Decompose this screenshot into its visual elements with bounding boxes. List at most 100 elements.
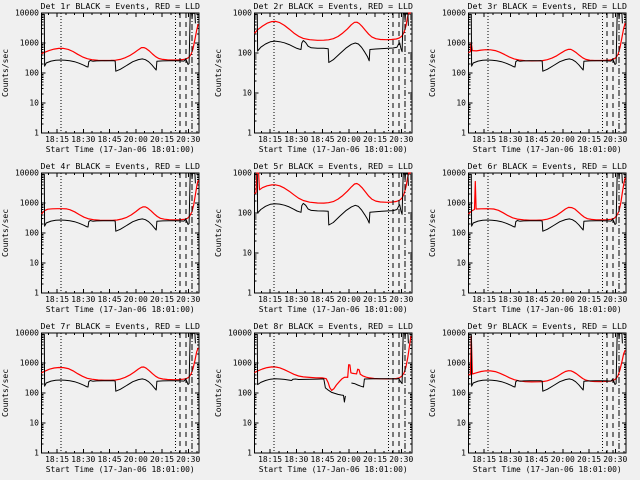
x-tick-label: 20:30 <box>390 455 414 464</box>
panel-det-4r: Det 4r BLACK = Events, RED = LLD 18:15 18:… <box>0 160 213 320</box>
x-tick-label: 20:15 <box>577 135 601 144</box>
x-tick-label: 20:00 <box>337 135 361 144</box>
events-series <box>41 332 196 392</box>
panel-title: Det 9r BLACK = Events, RED = LLD <box>467 321 627 331</box>
x-tick-label: 20:00 <box>124 295 148 304</box>
x-tick-label: 20:30 <box>176 135 200 144</box>
y-tick-label: 1 <box>461 288 466 297</box>
y-tick-label: 100 <box>238 209 253 218</box>
y-tick-label: 10000 <box>442 9 466 18</box>
lld-series <box>41 347 199 381</box>
x-tick-label: 18:30 <box>285 135 309 144</box>
x-tick-label: 20:15 <box>150 135 174 144</box>
panel-title: Det 6r BLACK = Events, RED = LLD <box>467 161 627 171</box>
panel-det-7r: Det 7r BLACK = Events, RED = LLD 18:15 18:… <box>0 320 213 480</box>
y-tick-label: 1 <box>248 128 253 137</box>
x-tick-label: 20:00 <box>550 455 574 464</box>
x-tick-label: 20:15 <box>150 295 174 304</box>
y-tick-label: 10 <box>456 98 466 107</box>
y-axis-label: Counts/sec <box>214 209 223 257</box>
y-tick-label: 1 <box>248 448 253 457</box>
x-tick-label: 18:45 <box>524 455 548 464</box>
panel-title: Det 7r BLACK = Events, RED = LLD <box>40 321 200 331</box>
x-tick-label: 18:45 <box>98 135 122 144</box>
x-tick-label: 18:15 <box>45 455 69 464</box>
lld-series <box>254 12 412 41</box>
x-tick-label: 20:30 <box>176 295 200 304</box>
x-tick-label: 18:15 <box>258 455 282 464</box>
x-tick-label: 18:15 <box>472 295 496 304</box>
y-tick-label: 10 <box>29 98 39 107</box>
y-tick-label: 10000 <box>15 9 39 18</box>
x-tick-label: 18:15 <box>258 295 282 304</box>
y-tick-label: 10 <box>29 258 39 267</box>
y-tick-label: 10 <box>243 418 253 427</box>
x-tick-label: 18:30 <box>285 295 309 304</box>
x-tick-label: 18:30 <box>71 295 95 304</box>
y-tick-label: 10 <box>456 418 466 427</box>
events-series <box>254 173 410 226</box>
y-axis-label: Counts/sec <box>214 49 223 97</box>
x-tick-label: 20:30 <box>390 295 414 304</box>
plot-det-5r: Det 5r BLACK = Events, RED = LLD 18:15 18:… <box>214 161 414 314</box>
y-tick-label: 1000 <box>20 199 39 208</box>
x-axis-label: Start Time (17-Jan-06 18:01:00) <box>472 465 621 474</box>
y-tick-label: 1000 <box>20 359 39 368</box>
lld-series <box>41 179 199 221</box>
x-tick-label: 18:15 <box>472 135 496 144</box>
x-tick-label: 18:45 <box>524 135 548 144</box>
x-tick-label: 20:30 <box>603 135 627 144</box>
lld-series <box>467 335 626 383</box>
y-tick-label: 10 <box>243 88 253 97</box>
panel-det-8r: Det 8r BLACK = Events, RED = LLD 18:15 18:… <box>213 320 426 480</box>
events-series <box>41 172 196 232</box>
events-series <box>468 172 623 232</box>
x-tick-label: 18:45 <box>98 455 122 464</box>
y-tick-label: 1 <box>34 448 39 457</box>
x-tick-label: 18:30 <box>71 455 95 464</box>
y-tick-label: 1000 <box>20 39 39 48</box>
y-tick-label: 1000 <box>446 39 465 48</box>
panel-title: Det 8r BLACK = Events, RED = LLD <box>254 321 414 331</box>
panel-det-3r: Det 3r BLACK = Events, RED = LLD 18:15 18:… <box>427 0 640 160</box>
y-tick-label: 100 <box>451 389 466 398</box>
x-tick-label: 20:30 <box>603 295 627 304</box>
y-tick-label: 10 <box>29 418 39 427</box>
x-axis-label: Start Time (17-Jan-06 18:01:00) <box>472 305 621 314</box>
x-tick-label: 18:15 <box>45 135 69 144</box>
panel-title: Det 2r BLACK = Events, RED = LLD <box>254 1 414 11</box>
x-tick-label: 18:30 <box>71 135 95 144</box>
y-tick-label: 100 <box>451 229 466 238</box>
y-tick-label: 100 <box>238 389 253 398</box>
plot-det-2r: Det 2r BLACK = Events, RED = LLD 18:15 18:… <box>214 1 414 154</box>
x-tick-label: 18:30 <box>498 455 522 464</box>
lld-series <box>467 22 626 62</box>
x-tick-label: 20:30 <box>176 455 200 464</box>
lld-series <box>467 177 626 221</box>
x-tick-label: 18:15 <box>472 455 496 464</box>
y-tick-label: 1 <box>461 128 466 137</box>
x-tick-label: 20:00 <box>550 135 574 144</box>
y-tick-label: 1 <box>248 288 253 297</box>
x-tick-label: 18:15 <box>45 295 69 304</box>
x-tick-label: 20:15 <box>577 455 601 464</box>
y-tick-label: 100 <box>238 49 253 58</box>
x-tick-label: 18:15 <box>258 135 282 144</box>
x-axis-label: Start Time (17-Jan-06 18:01:00) <box>259 305 408 314</box>
y-tick-label: 10000 <box>15 169 39 178</box>
y-tick-label: 10000 <box>442 169 466 178</box>
y-axis-label: Counts/sec <box>1 49 10 97</box>
panel-title: Det 5r BLACK = Events, RED = LLD <box>254 161 414 171</box>
panel-title: Det 4r BLACK = Events, RED = LLD <box>40 161 200 171</box>
x-tick-label: 18:30 <box>498 135 522 144</box>
x-tick-label: 20:00 <box>337 455 361 464</box>
x-tick-label: 18:45 <box>311 455 335 464</box>
x-tick-label: 20:30 <box>603 455 627 464</box>
plot-frame <box>254 12 413 134</box>
x-axis-label: Start Time (17-Jan-06 18:01:00) <box>46 465 195 474</box>
